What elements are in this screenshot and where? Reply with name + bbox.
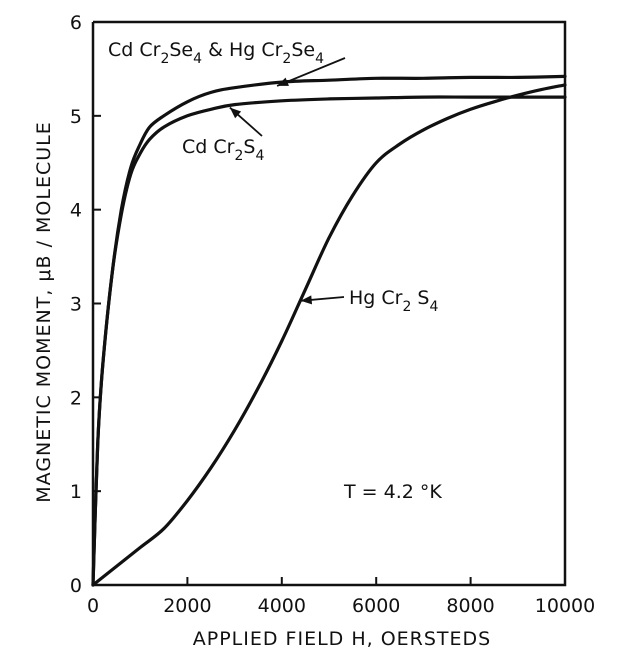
label-cdcr2se4-hgcr2se4: Cd Cr2Se4 & Hg Cr2Se4: [108, 39, 324, 67]
label-hgse-sub2: 4: [315, 51, 324, 67]
label-hgse-mid: Se: [291, 39, 315, 61]
label-cdcr2s4: Cd Cr2S4: [182, 136, 264, 164]
label-cdse-main: Cd Cr: [108, 39, 161, 61]
label-hgs-mid: S: [411, 287, 429, 309]
label-hgcr2s4: Hg Cr2 S4: [349, 287, 439, 315]
x-tick-label: 8000: [446, 595, 494, 617]
label-hgse-main: Hg Cr: [229, 39, 283, 61]
x-tick-label: 2000: [163, 595, 211, 617]
y-tick-label: 0: [70, 575, 82, 597]
y-tick-label: 5: [70, 106, 82, 128]
label-hgse-sub1: 2: [282, 51, 291, 67]
y-tick-label: 4: [70, 200, 82, 222]
temperature-label: T = 4.2 °K: [343, 481, 442, 503]
x-tick-label: 4000: [258, 595, 306, 617]
x-axis-title: APPLIED FIELD H, OERSTEDS: [193, 628, 491, 650]
label-hgs-sub1: 2: [402, 299, 411, 315]
plot-frame: [91, 20, 567, 587]
label-hgs-sub2: 4: [430, 299, 439, 315]
y-ticks: 0 1 2 3 4 5 6: [70, 12, 101, 597]
label-cdse-sub1: 2: [160, 51, 169, 67]
arrow-to-cdcr2s4: [229, 106, 263, 137]
y-axis-title: MAGNETIC MOMENT, μB / MOLECULE: [33, 121, 55, 502]
y-tick-label: 6: [70, 12, 82, 34]
label-cdse-mid: Se: [169, 39, 193, 61]
y-tick-label: 2: [70, 387, 82, 409]
label-cdse-sub2: 4: [193, 51, 202, 67]
arrow-to-cdcr2se4: [276, 57, 346, 87]
series-cdcr2se4-hgcr2se4: [91, 74, 567, 587]
series-hgcr2s4: [91, 83, 567, 587]
label-hgs-main: Hg Cr: [349, 287, 403, 309]
x-tick-label: 0: [87, 595, 99, 617]
x-tick-label: 10000: [535, 595, 595, 617]
label-ampersand: &: [202, 39, 229, 61]
axes: [91, 20, 567, 587]
series-cdcr2s4: [91, 95, 567, 587]
x-tick-label: 6000: [352, 595, 400, 617]
label-cds-sub1: 2: [234, 148, 243, 164]
y-tick-label: 1: [70, 481, 82, 503]
annotation-arrows: [229, 57, 346, 305]
y-tick-label: 3: [70, 294, 82, 316]
series-lines: [91, 74, 567, 587]
arrow-to-hgcr2s4: [300, 295, 345, 305]
label-cds-main: Cd Cr: [182, 136, 235, 158]
x-ticks: 0 2000 4000 6000 8000 10000: [87, 577, 595, 617]
label-cds-sub2: 4: [255, 148, 264, 164]
label-cds-mid: S: [243, 136, 255, 158]
